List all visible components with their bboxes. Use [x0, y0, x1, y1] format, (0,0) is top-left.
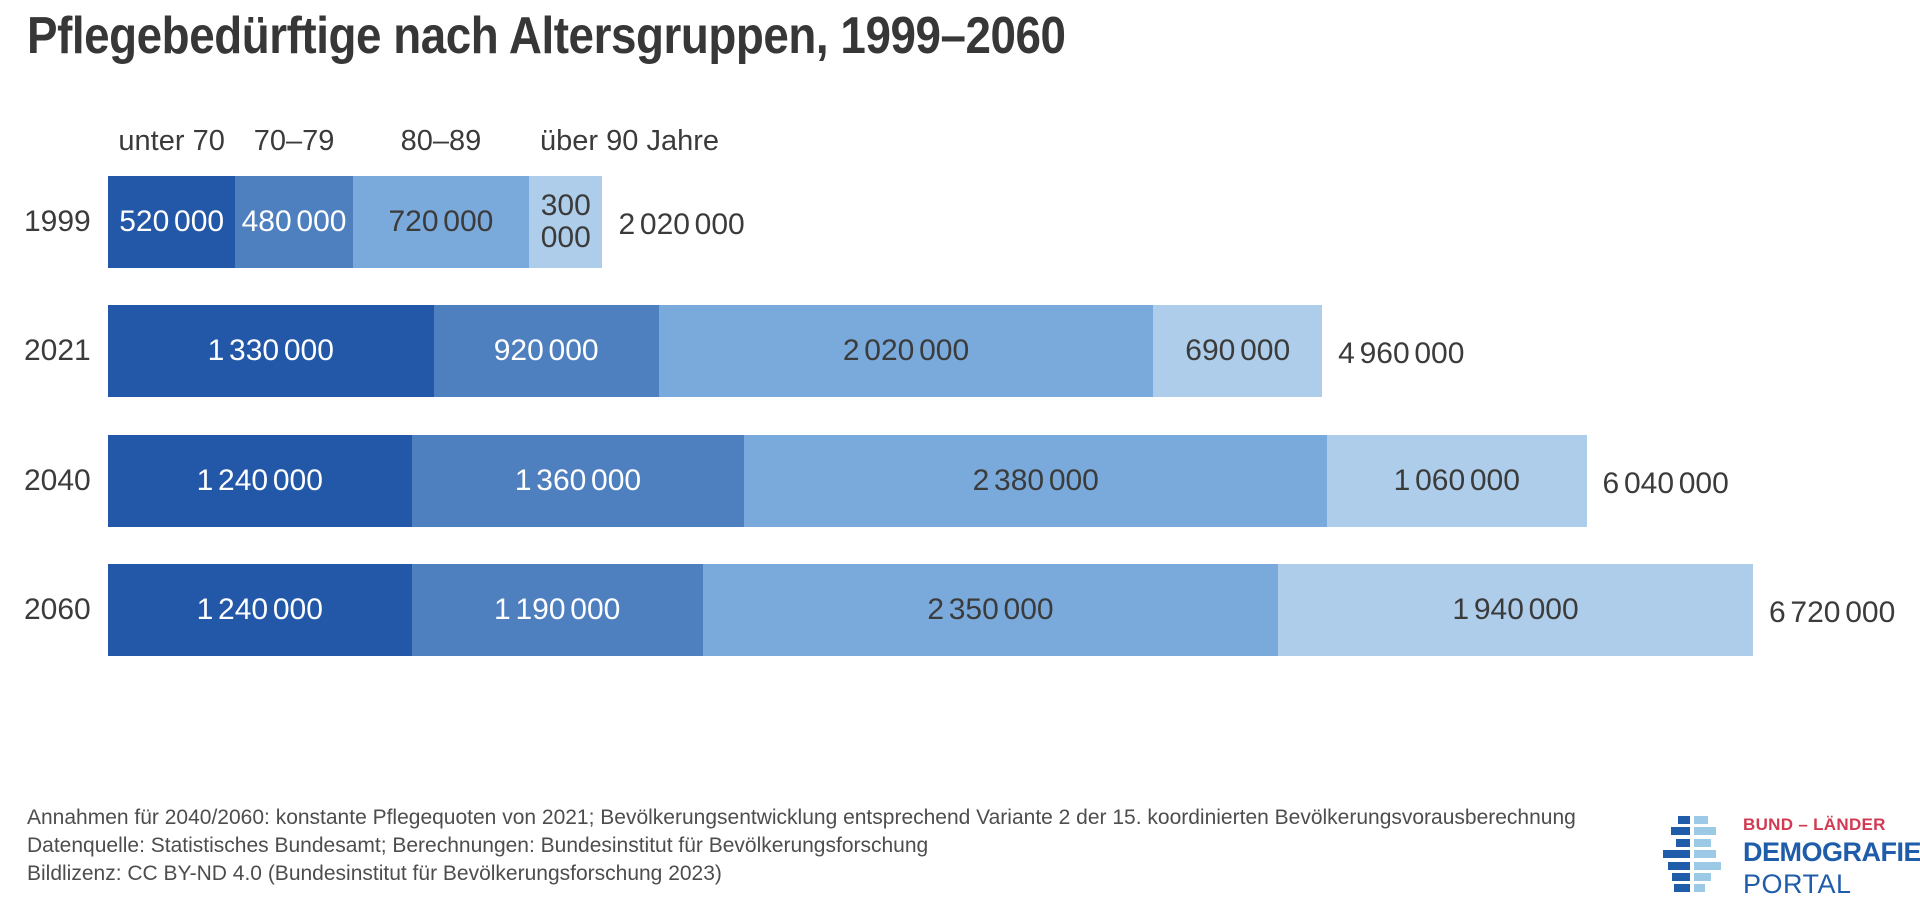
pyramid-icon-row — [1653, 861, 1731, 870]
total-label-2040: 6 040 000 — [1602, 467, 1729, 500]
pyramid-bar-light — [1694, 884, 1705, 893]
legend-item-80-89: 80–89 — [400, 125, 482, 157]
bar-segment-1999-ueber-90-jahre: 300 000 — [529, 176, 603, 268]
footnotes: Annahmen für 2040/2060: konstante Pflege… — [27, 804, 1576, 888]
pyramid-bar-light — [1694, 838, 1711, 847]
pyramid-bar-light — [1694, 850, 1716, 859]
bar-segment-2060-70-79: 1 190 000 — [411, 564, 703, 656]
year-label-2040: 2040 — [24, 464, 91, 497]
pyramid-icon-row — [1653, 884, 1731, 893]
chart-title: Pflegebedürftige nach Altersgruppen, 199… — [27, 7, 1066, 65]
bar-segment-2021-ueber-90-jahre: 690 000 — [1153, 305, 1323, 397]
segment-value-label: 920 000 — [493, 333, 599, 367]
bar-segment-2021-unter-70: 1 330 000 — [108, 305, 434, 397]
legend-item-ueber-90-jahre: über 90 Jahre — [540, 125, 719, 157]
pyramid-icon-row — [1653, 872, 1731, 881]
pyramid-bar-dark — [1676, 838, 1690, 847]
segment-value-label: 2 380 000 — [972, 463, 1099, 497]
bar-segment-2040-unter-70: 1 240 000 — [108, 435, 412, 527]
bar-segment-1999-80-89: 720 000 — [352, 176, 530, 268]
population-pyramid-icon — [1653, 812, 1731, 893]
bar-segment-1999-unter-70: 520 000 — [108, 176, 236, 268]
demografie-portal-logo: BUND – LÄNDER DEMOGRAFIE PORTAL — [1653, 812, 1920, 900]
segment-value-label: 2 350 000 — [927, 592, 1054, 626]
segment-value-label: 1 940 000 — [1452, 592, 1579, 626]
pyramid-bar-light — [1694, 816, 1708, 824]
pyramid-bar-dark — [1671, 827, 1690, 836]
logo-demografie-label: DEMOGRAFIE — [1743, 837, 1920, 867]
segment-value-label: 1 240 000 — [196, 463, 323, 497]
bar-segment-2040-70-79: 1 360 000 — [411, 435, 745, 527]
year-label-2021: 2021 — [24, 334, 91, 367]
year-label-2060: 2060 — [24, 593, 91, 626]
bar-segment-2060-unter-70: 1 240 000 — [108, 564, 412, 656]
segment-value-label: 1 240 000 — [196, 592, 323, 626]
pyramid-bar-dark — [1663, 850, 1690, 859]
pyramid-bar-dark — [1674, 884, 1690, 893]
segment-value-label: 520 000 — [119, 204, 225, 238]
logo-portal-label: PORTAL — [1743, 869, 1852, 899]
footnote-assumptions: Annahmen für 2040/2060: konstante Pflege… — [27, 806, 1576, 829]
total-label-1999: 2 020 000 — [618, 208, 745, 241]
pyramid-bar-light — [1694, 861, 1721, 870]
bar-segment-2021-70-79: 920 000 — [433, 305, 659, 397]
footnote-source: Datenquelle: Statistisches Bundesamt; Be… — [27, 834, 929, 857]
total-label-2021: 4 960 000 — [1338, 337, 1465, 370]
segment-value-label: 300 000 — [540, 188, 591, 254]
bar-segment-2040-80-89: 2 380 000 — [744, 435, 1328, 527]
pyramid-icon-row — [1653, 827, 1731, 836]
segment-value-label: 1 060 000 — [1393, 463, 1520, 497]
pyramid-bar-dark — [1672, 872, 1690, 881]
pyramid-icon-row — [1653, 838, 1731, 847]
total-label-2060: 6 720 000 — [1769, 596, 1896, 629]
segment-value-label: 720 000 — [388, 204, 494, 238]
footnote-license: Bildlizenz: CC BY-ND 4.0 (Bundesinstitut… — [27, 862, 722, 885]
segment-value-label: 690 000 — [1185, 333, 1291, 367]
bar-segment-2040-ueber-90-jahre: 1 060 000 — [1327, 435, 1587, 527]
logo-bund-laender-label: BUND – LÄNDER — [1743, 815, 1886, 834]
pyramid-bar-dark — [1668, 861, 1690, 870]
segment-value-label: 2 020 000 — [842, 333, 970, 367]
pyramid-icon-row — [1653, 816, 1731, 824]
bar-segment-1999-70-79: 480 000 — [235, 176, 353, 268]
pyramid-bar-dark — [1678, 816, 1690, 824]
bar-segment-2060-ueber-90-jahre: 1 940 000 — [1278, 564, 1753, 656]
pyramid-bar-light — [1694, 827, 1716, 836]
bar-segment-2060-80-89: 2 350 000 — [702, 564, 1279, 656]
pyramid-icon-row — [1653, 850, 1731, 859]
pyramid-bar-light — [1694, 872, 1711, 881]
year-label-1999: 1999 — [24, 205, 91, 238]
segment-value-label: 480 000 — [241, 204, 347, 238]
bar-segment-2021-80-89: 2 020 000 — [658, 305, 1154, 397]
segment-value-label: 1 330 000 — [207, 333, 334, 367]
legend-item-70-79: 70–79 — [253, 125, 335, 157]
legend-item-unter-70: unter 70 — [118, 125, 225, 157]
segment-value-label: 1 190 000 — [494, 592, 621, 626]
segment-value-label: 1 360 000 — [514, 463, 642, 497]
logo-text: BUND – LÄNDER DEMOGRAFIE PORTAL — [1743, 812, 1920, 900]
